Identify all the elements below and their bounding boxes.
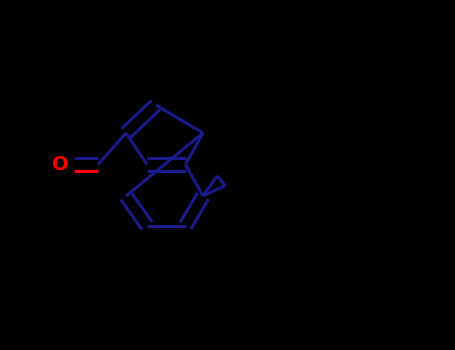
- Text: O: O: [52, 155, 69, 174]
